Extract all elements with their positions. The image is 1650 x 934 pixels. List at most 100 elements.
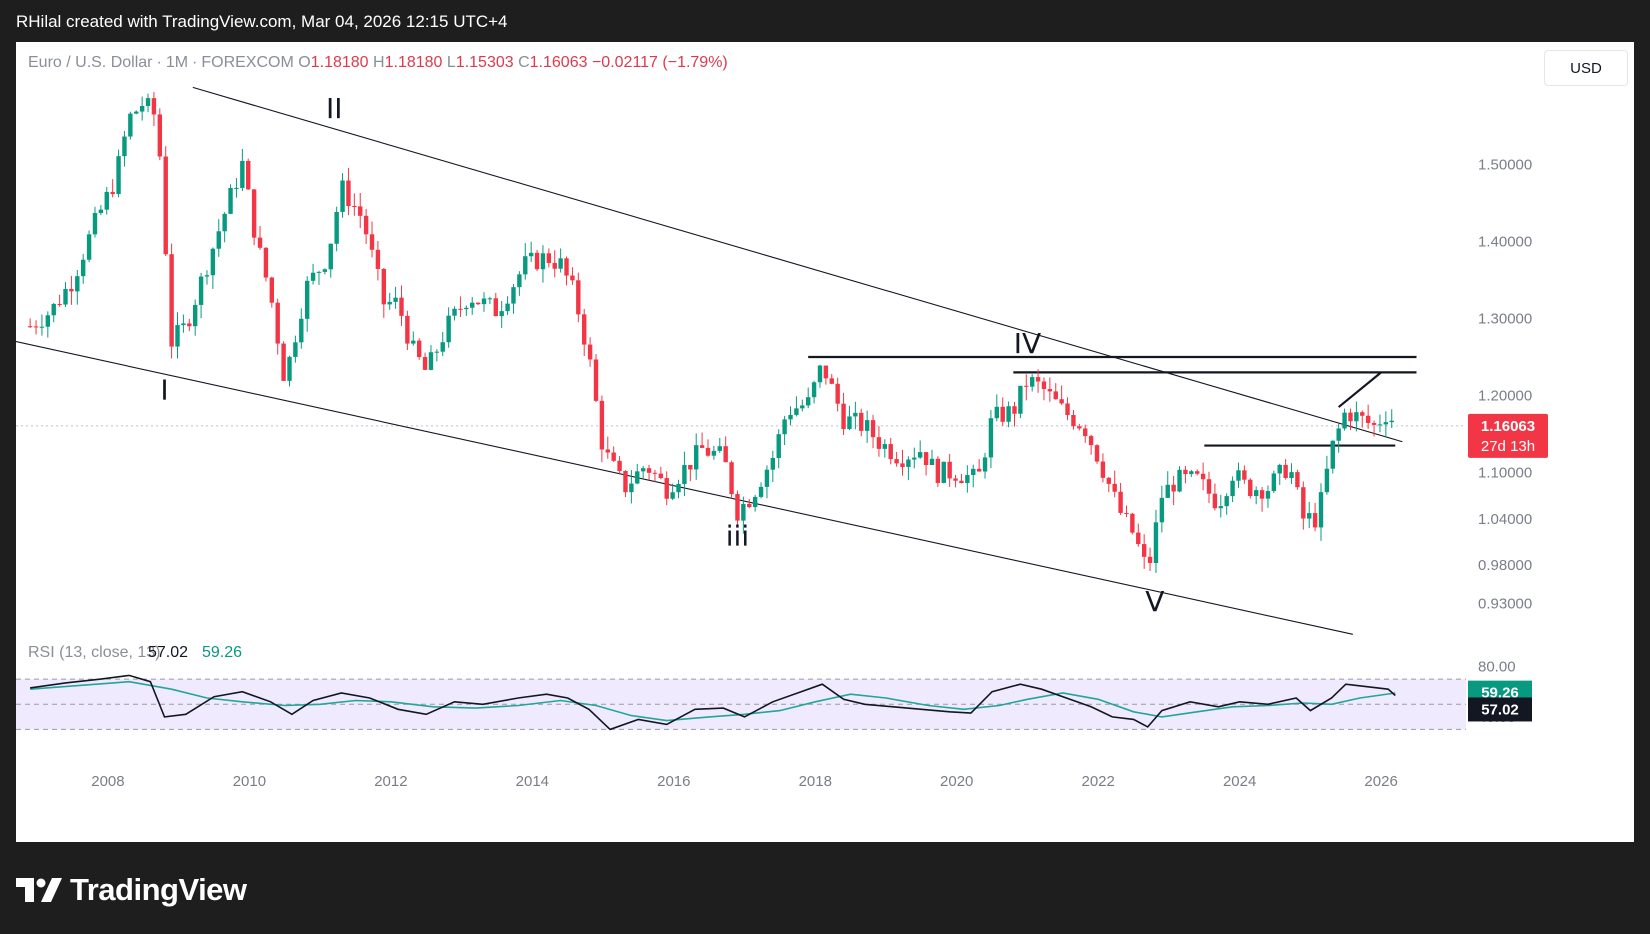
candle-up xyxy=(234,187,239,189)
candle-up xyxy=(1377,424,1383,426)
exchange-label: FOREXCOM xyxy=(201,54,294,71)
candle-up xyxy=(240,160,245,188)
candle-down xyxy=(1106,477,1112,484)
candle-down xyxy=(458,308,463,310)
candle-down xyxy=(623,471,628,493)
candle-up xyxy=(676,483,681,493)
candle-down xyxy=(157,114,163,157)
candle-down xyxy=(475,302,481,305)
candle-down xyxy=(399,297,404,316)
symbol-name[interactable]: Euro / U.S. Dollar xyxy=(28,54,153,71)
candle-up xyxy=(293,342,298,357)
price-tick-label: 1.10000 xyxy=(1478,465,1532,482)
candle-down xyxy=(269,277,275,303)
candles xyxy=(27,92,1394,573)
candle-up xyxy=(528,252,534,257)
candle-up xyxy=(210,248,216,276)
candle-down xyxy=(110,191,115,195)
candle-down xyxy=(1312,513,1318,528)
candle-up xyxy=(1354,412,1359,422)
candle-up xyxy=(805,397,811,406)
candle-up xyxy=(1153,522,1159,563)
open-value: 1.18180 xyxy=(310,54,369,71)
candle-down xyxy=(935,458,941,483)
rsi-value-label: 57.02 xyxy=(148,644,188,661)
candle-down xyxy=(1171,484,1176,492)
candle-up xyxy=(558,258,563,269)
candle-down xyxy=(346,180,351,207)
candle-up xyxy=(1189,471,1194,475)
candle-down xyxy=(1141,544,1147,557)
close-label: C xyxy=(518,54,530,71)
candle-down xyxy=(275,302,280,344)
time-tick-label: 2016 xyxy=(657,773,690,790)
time-tick-label: 2014 xyxy=(516,773,549,790)
candle-up xyxy=(782,419,787,435)
candle-down xyxy=(1053,391,1058,400)
candle-down xyxy=(552,262,557,269)
candle-down xyxy=(246,160,251,190)
time-tick-label: 2024 xyxy=(1223,773,1256,790)
rsi-lines xyxy=(29,674,1396,731)
candle-down xyxy=(959,480,964,484)
candle-up xyxy=(912,457,917,460)
candle-down xyxy=(263,247,269,278)
candle-down xyxy=(658,473,664,479)
candle-down xyxy=(169,254,174,347)
candle-down xyxy=(151,98,157,115)
price-tag-value: 1.16063 xyxy=(1481,418,1535,435)
candle-up xyxy=(139,105,145,112)
time-tick-label: 2008 xyxy=(91,773,124,790)
candle-down xyxy=(705,447,711,456)
high-value: 1.18180 xyxy=(384,54,443,71)
candle-up xyxy=(192,304,198,327)
candle-up xyxy=(711,450,717,456)
channel-upper-line[interactable] xyxy=(192,86,1403,443)
candle-down xyxy=(611,452,616,461)
chart-panel[interactable]: I II iii IV V 1.50000 1.40000 1.30000 1.20000 1.… xyxy=(16,42,1634,842)
rsi-ma-tag-value: 59.26 xyxy=(1481,685,1519,702)
interval-label[interactable]: 1M xyxy=(165,54,189,71)
candle-down xyxy=(1360,412,1365,416)
candle-down xyxy=(564,258,569,276)
low-label: L xyxy=(446,54,456,71)
time-axis: 2008 2010 2012 2014 2016 2018 2020 2022 2024 2026 xyxy=(91,773,1398,790)
candle-down xyxy=(587,344,593,360)
candle-up xyxy=(393,297,398,302)
price-tick-label: 0.98000 xyxy=(1478,557,1532,574)
rising-wedge-line[interactable] xyxy=(1337,371,1382,408)
rsi-band xyxy=(16,678,1466,730)
candle-down xyxy=(363,215,369,235)
header-bar: RHilal created with TradingView.com, Mar… xyxy=(0,0,1650,42)
candle-up xyxy=(1177,469,1182,492)
candle-down xyxy=(534,252,540,270)
candle-up xyxy=(1336,428,1341,441)
candle-up xyxy=(316,271,322,273)
candle-down xyxy=(1118,491,1123,513)
candle-down xyxy=(599,400,605,450)
candle-up xyxy=(51,303,56,316)
candle-down xyxy=(900,463,905,467)
candle-down xyxy=(1259,490,1265,499)
candle-down xyxy=(1059,399,1064,404)
candle-down xyxy=(1035,377,1041,382)
footer-logo: TradingView xyxy=(16,870,247,910)
candle-down xyxy=(664,478,669,499)
candle-up xyxy=(1218,506,1223,509)
candle-up xyxy=(134,111,139,114)
candle-up xyxy=(1265,491,1271,499)
candle-up xyxy=(847,416,852,430)
candle-up xyxy=(181,323,186,326)
candle-down xyxy=(1147,556,1153,563)
price-tick-label: 0.93000 xyxy=(1478,595,1532,612)
price-tick-label: 1.20000 xyxy=(1478,388,1532,405)
candle-up xyxy=(635,471,640,484)
candle-up xyxy=(1389,420,1394,423)
candle-down xyxy=(1136,532,1141,545)
drawing-lines xyxy=(16,86,1417,635)
currency-button[interactable]: USD xyxy=(1544,50,1628,86)
candle-down xyxy=(416,340,422,358)
candle-up xyxy=(505,303,510,312)
